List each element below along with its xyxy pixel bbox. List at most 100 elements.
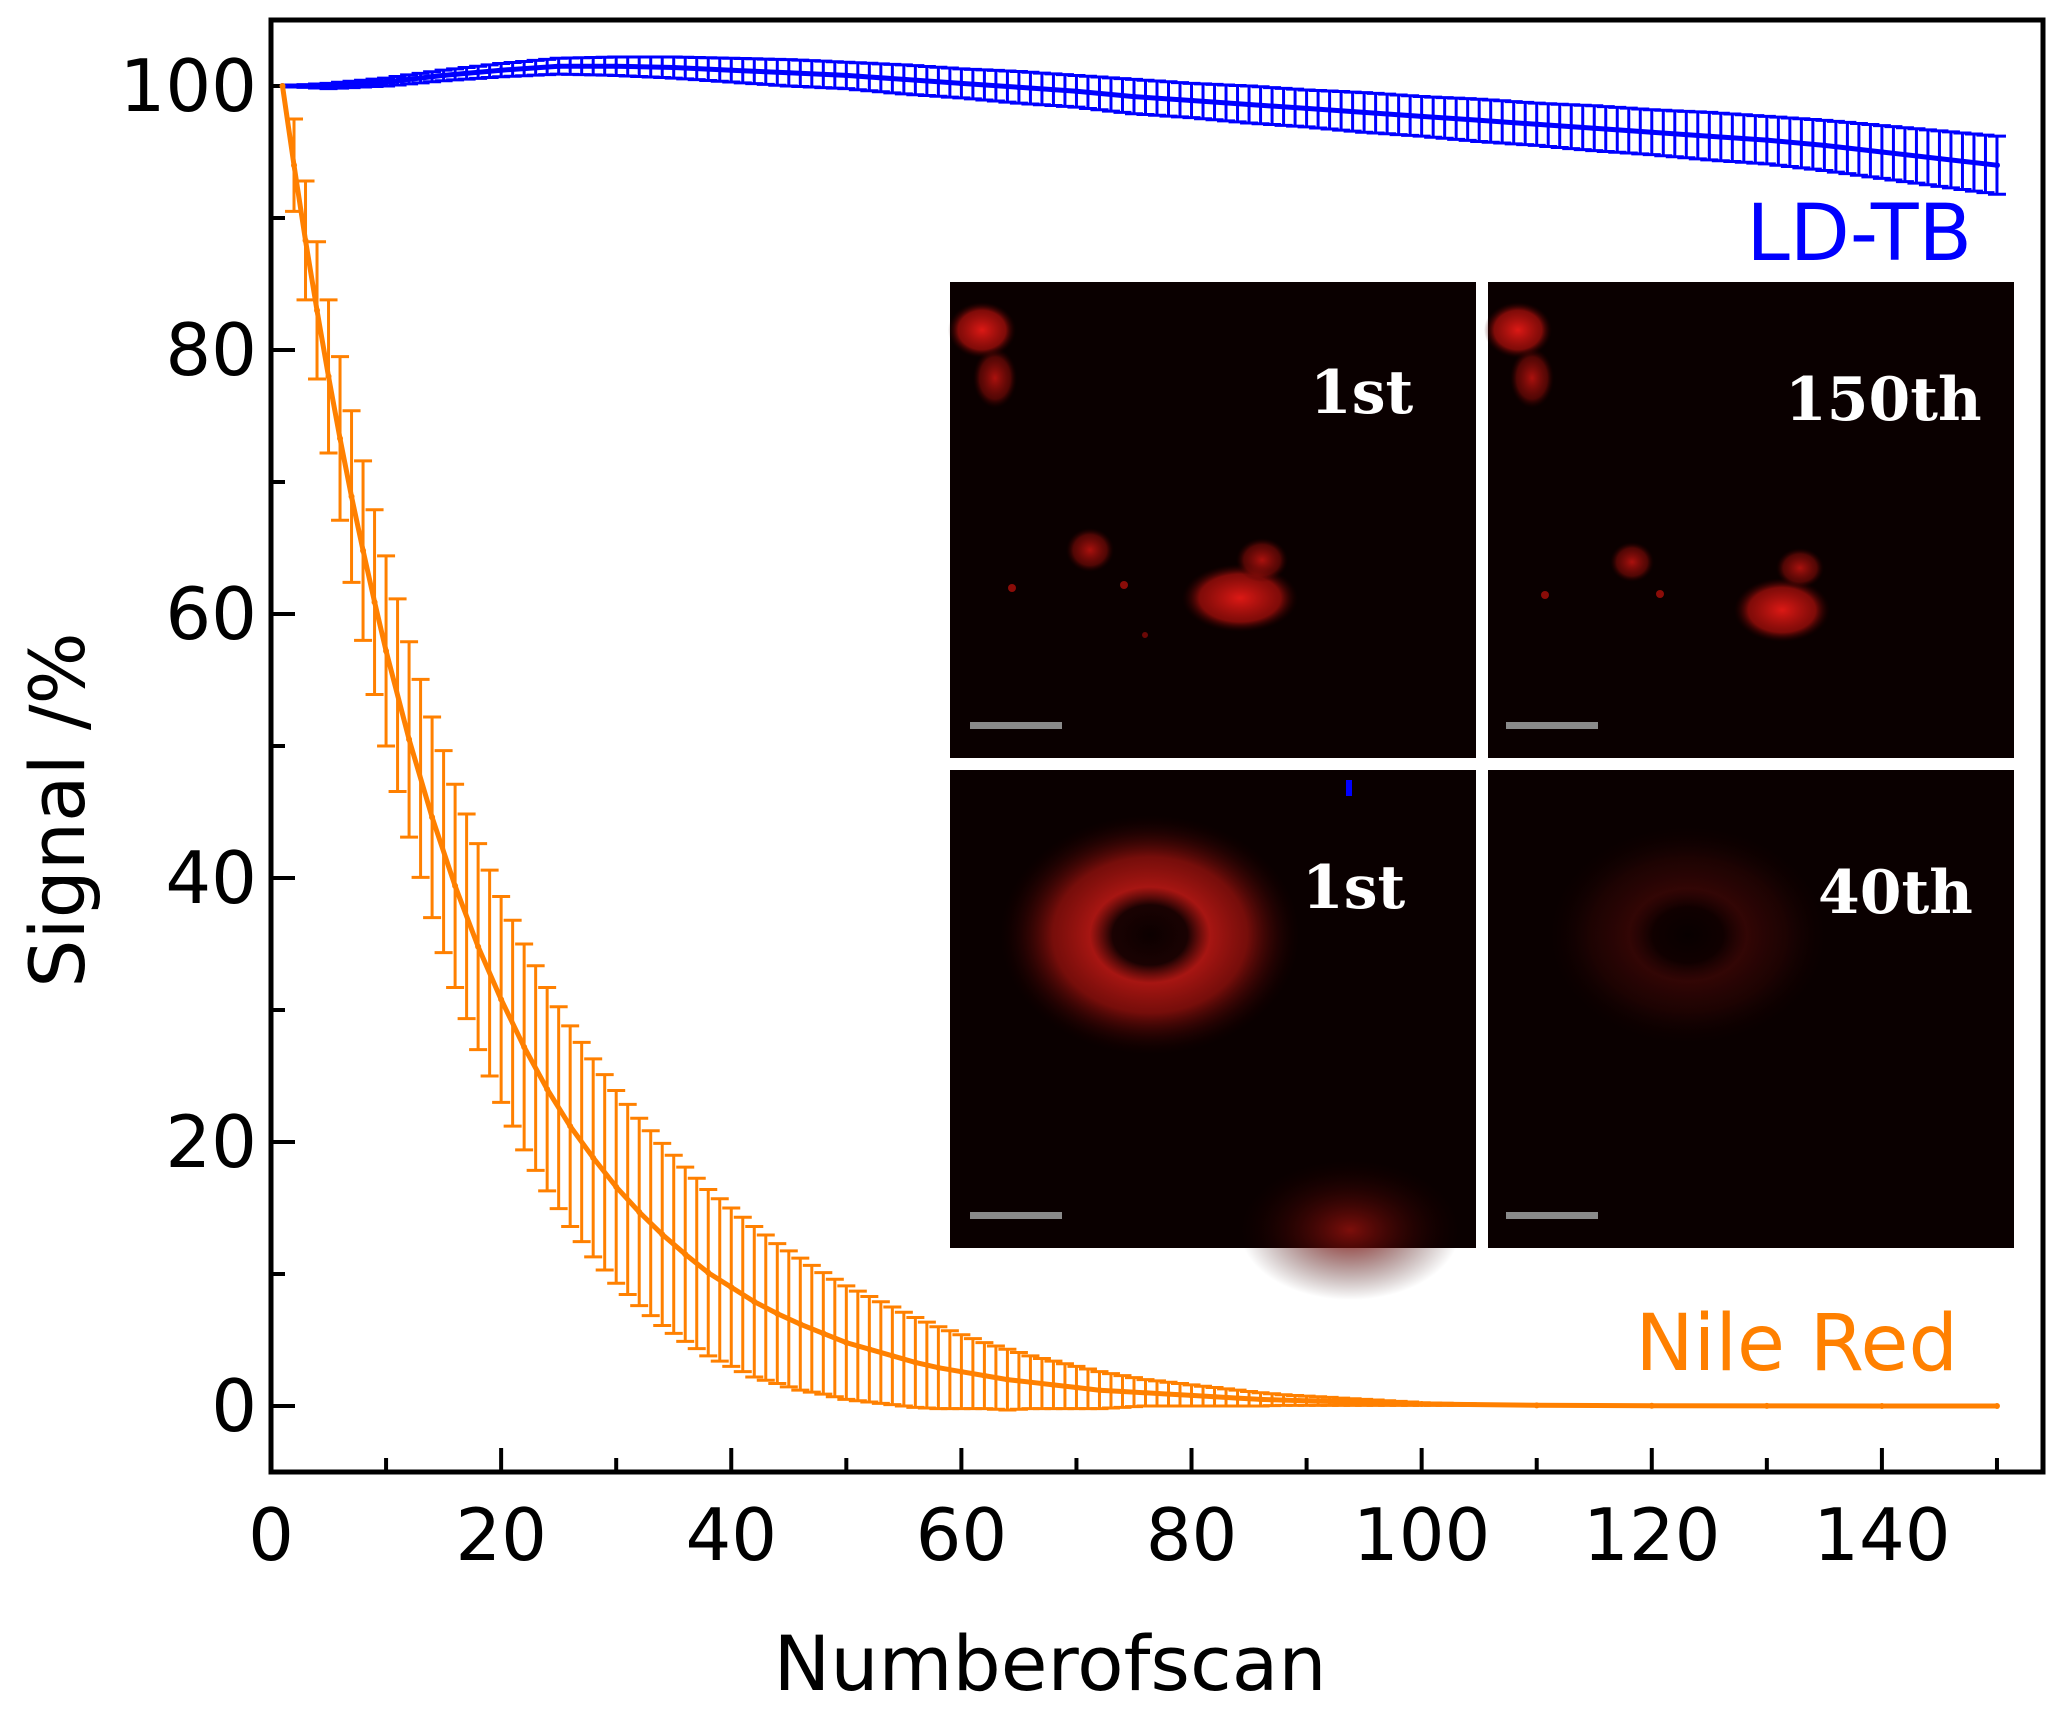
data-point (1878, 1403, 1885, 1409)
scale-bar (970, 1212, 1062, 1219)
x-tick-label: 60 (916, 1493, 1008, 1577)
data-point (429, 814, 436, 821)
x-tick-label: 140 (1813, 1493, 1950, 1577)
data-point (1993, 162, 2000, 169)
inset-panel-ldtb-150th: 150th (1484, 282, 2014, 758)
cell-signal-droplet (1734, 578, 1830, 642)
data-point (613, 1183, 620, 1190)
x-tick-label: 40 (685, 1493, 777, 1577)
data-point (705, 1269, 712, 1276)
data-point (1165, 1391, 1172, 1398)
data-point (659, 1231, 666, 1238)
data-point (1936, 155, 1943, 162)
y-tick-label: 0 (211, 1364, 257, 1448)
data-point (348, 493, 355, 500)
data-point (555, 63, 562, 70)
data-point (1073, 88, 1080, 95)
inset-micrographs: 1st 150th 1st (948, 282, 2014, 1300)
cell-signal-corner (948, 302, 1016, 358)
data-point (440, 72, 447, 79)
data-point (302, 237, 309, 244)
data-point (1372, 1399, 1379, 1406)
data-point (498, 996, 505, 1003)
y-axis-label: Signal /% (13, 632, 102, 987)
data-point (383, 647, 390, 654)
data-point (383, 79, 390, 86)
data-point (1073, 1384, 1080, 1391)
data-point (843, 1339, 850, 1346)
data-point (912, 1359, 919, 1366)
data-point (406, 736, 413, 743)
data-point (682, 1251, 689, 1258)
inset-label: 1st (1302, 853, 1406, 923)
x-tick-label: 120 (1583, 1493, 1720, 1577)
cell-ring-signal (1000, 815, 1300, 1055)
scale-bar (970, 722, 1062, 729)
data-point (889, 1352, 896, 1359)
data-point (1188, 97, 1195, 104)
y-tick-label: 100 (120, 44, 257, 128)
y-axis: 0 20 40 60 80 100 (120, 44, 295, 1448)
data-point (1763, 1402, 1770, 1409)
inset-panel-ldtb-1st: 1st (948, 282, 1476, 758)
y-tick-label: 40 (165, 836, 257, 920)
data-point (521, 1043, 528, 1050)
x-tick-label: 20 (455, 1493, 547, 1577)
series-line (280, 85, 1997, 1409)
data-point (785, 69, 792, 76)
data-point (291, 162, 298, 169)
data-point (613, 63, 620, 70)
data-point (1257, 1396, 1264, 1403)
data-point (314, 307, 321, 314)
data-point (1119, 1388, 1126, 1395)
data-point (1280, 1397, 1287, 1404)
data-point (1130, 93, 1137, 100)
data-point (958, 80, 965, 87)
x-tick-label: 80 (1146, 1493, 1238, 1577)
data-point (820, 1330, 827, 1337)
data-point (1395, 1400, 1402, 1407)
data-point (1648, 1402, 1655, 1409)
data-point (1476, 117, 1483, 124)
data-point (1246, 101, 1253, 108)
data-point (1303, 105, 1310, 112)
data-point (1303, 1397, 1310, 1404)
data-point (728, 67, 735, 74)
data-point (1027, 1379, 1034, 1386)
data-point (670, 64, 677, 71)
data-point (636, 1208, 643, 1215)
data-point (1418, 1401, 1425, 1408)
data-point (1234, 1395, 1241, 1402)
cell-ring-signal (1548, 825, 1828, 1045)
x-axis: 0 20 40 60 80 100 120 140 (248, 1448, 1999, 1577)
data-point (751, 1298, 758, 1305)
y-tick-label: 60 (165, 572, 257, 656)
data-point (1015, 84, 1022, 91)
data-point (935, 1364, 942, 1371)
data-point (544, 1086, 551, 1093)
series-layer (279, 55, 2006, 1412)
x-tick-label: 0 (248, 1493, 294, 1577)
y-tick-label: 20 (165, 1100, 257, 1184)
data-point (1878, 149, 1885, 155)
inset-panel-nilered-40th: 40th (1488, 770, 2014, 1248)
data-point (279, 83, 286, 89)
data-point (498, 67, 505, 74)
data-point (452, 882, 459, 889)
data-point (371, 599, 378, 606)
data-point (1142, 1389, 1149, 1396)
data-point (1050, 1381, 1057, 1388)
scale-bar (1506, 1212, 1598, 1219)
data-point (1821, 142, 1828, 149)
scale-bar (1506, 722, 1598, 729)
data-point (843, 72, 850, 79)
data-point (1326, 1398, 1333, 1405)
data-point (774, 1310, 781, 1317)
data-point (1361, 109, 1368, 116)
data-point (1096, 1387, 1103, 1394)
x-axis-label: Numberofscan (773, 1619, 1326, 1708)
data-point (325, 373, 332, 380)
data-point (1648, 129, 1655, 136)
data-point (1706, 133, 1713, 140)
